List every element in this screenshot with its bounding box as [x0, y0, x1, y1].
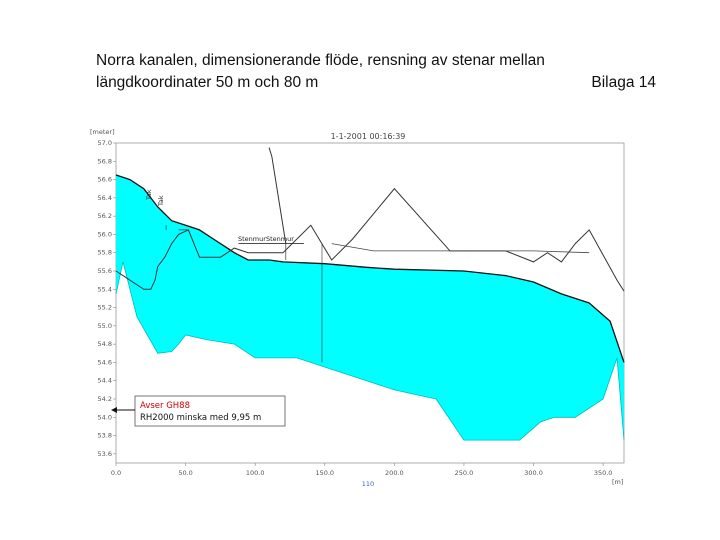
- slide-title: Norra kanalen, dimensionerande flöde, re…: [96, 50, 656, 94]
- y-tick-label: 56.6: [98, 176, 112, 184]
- y-tick-label: 55.2: [98, 304, 112, 312]
- title-line-1: Norra kanalen, dimensionerande flöde, re…: [96, 52, 545, 69]
- roof-slope: [271, 156, 287, 244]
- x-tick-label: 150.0: [315, 469, 334, 477]
- y-tick-label: 54.8: [98, 340, 112, 348]
- title-line-2-row: längdkoordinater 50 m och 80 m Bilaga 14: [96, 72, 656, 94]
- y-tick-label: 53.6: [98, 450, 112, 458]
- y-tick-label: 54.4: [98, 377, 112, 385]
- x-axis-label: [m]: [612, 478, 623, 486]
- annotation-line-2: RH2000 minska med 9,95 m: [140, 413, 261, 423]
- water-fill-polygon: [116, 175, 624, 441]
- x-tick-label: 250.0: [455, 469, 474, 477]
- profile-lines: [115, 147, 625, 441]
- embankment-line: [115, 187, 625, 292]
- y-tick-label: 54.2: [98, 395, 112, 403]
- water-area: [116, 175, 624, 441]
- axis-ticks: 57.0 56.8 56.6 56.4 56.2 56.0 55.8 55.6 55.4 55.2…: [98, 139, 613, 477]
- title-line-2: längdkoordinater 50 m och 80 m: [96, 74, 319, 91]
- y-tick-label: 55.6: [98, 267, 112, 275]
- x-tick-label: 350.0: [594, 469, 613, 477]
- y-tick-label: 56.0: [98, 230, 112, 238]
- structure-label-2: Stenmur: [266, 235, 294, 243]
- annotation-line-1: Avser GH88: [140, 401, 190, 411]
- x-tick-label: 200.0: [385, 469, 404, 477]
- appendix-label: Bilaga 14: [591, 74, 656, 91]
- x-tick-label: 100.0: [246, 469, 265, 477]
- roof-label-1: Tak: [145, 189, 153, 201]
- y-tick-label: 56.8: [98, 157, 112, 165]
- reference-line: [331, 243, 590, 254]
- x-tick-label: 300.0: [524, 469, 543, 477]
- y-tick-label: 55.8: [98, 249, 112, 257]
- y-tick-label: 56.2: [98, 212, 112, 220]
- y-tick-label: 57.0: [98, 139, 112, 147]
- annotation-box: [134, 395, 286, 427]
- channel-bottom-line: [115, 261, 625, 441]
- y-tick-label: 54.0: [98, 413, 112, 421]
- chart-labels: 1-1-2001 00:16:39 [meter] [m] 110 Tak Ta…: [90, 128, 623, 488]
- x-tick-label: 50.0: [178, 469, 192, 477]
- x-marker-label: 110: [362, 480, 374, 488]
- y-tick-label: 53.8: [98, 432, 112, 440]
- structure-label-1: Stenmur: [238, 235, 266, 243]
- y-tick-label: 56.4: [98, 194, 112, 202]
- chart-title: 1-1-2001 00:16:39: [331, 132, 406, 141]
- roof-edge: [268, 147, 273, 157]
- water-surface-line: [115, 174, 625, 363]
- y-axis-label: [meter]: [90, 128, 115, 136]
- y-tick-label: 55.4: [98, 285, 112, 293]
- roof-label-2: Tak: [157, 195, 165, 207]
- y-tick-label: 55.0: [98, 322, 112, 330]
- y-tick-label: 54.6: [98, 358, 112, 366]
- gh88-annotation: Avser GH88 RH2000 minska med 9,95 m: [111, 395, 286, 427]
- x-tick-label: 0.0: [111, 469, 121, 477]
